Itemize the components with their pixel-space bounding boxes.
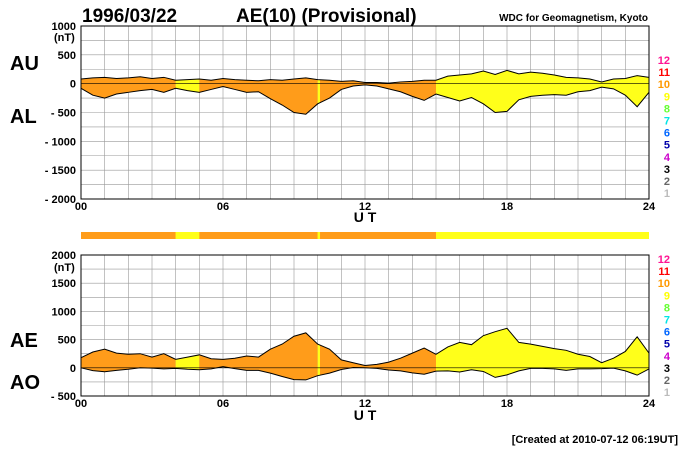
- station-count-label: 6: [664, 327, 670, 339]
- x-tick-label: 18: [501, 398, 513, 410]
- created-timestamp: [Created at 2010-07-12 06:19UT]: [512, 434, 679, 446]
- area-fill-segment: [436, 328, 649, 378]
- ae-ao-xlabel: U T: [354, 407, 377, 423]
- y-tick-label: - 500: [51, 391, 76, 403]
- status-bar-segment: [199, 232, 318, 239]
- x-tick-label: 12: [359, 201, 371, 213]
- plot-frame: [80, 254, 650, 397]
- x-tick-label: 12: [359, 398, 371, 410]
- area-fill-segment: [81, 76, 176, 99]
- station-count-label: 9: [664, 91, 670, 103]
- y-tick-label: - 2000: [45, 194, 76, 206]
- index-title: AE(10) (Provisional): [236, 6, 417, 27]
- y-tick-label: - 1000: [45, 136, 76, 148]
- station-count-label: 1: [664, 188, 670, 200]
- plot-frame: [80, 25, 650, 200]
- au-al-unit: (nT): [54, 32, 75, 44]
- station-count-label: 8: [664, 103, 670, 115]
- station-count-label: 11: [658, 67, 670, 79]
- station-count-label: 11: [658, 266, 670, 278]
- series-line-al: [80, 84, 650, 115]
- area-fill-segment: [199, 77, 318, 115]
- area-fill-segment: [317, 79, 321, 104]
- status-bar-segment: [320, 232, 436, 239]
- y-tick-label: - 500: [51, 108, 76, 120]
- y-tick-label: 2000: [52, 250, 76, 262]
- station-count-label: 12: [658, 55, 670, 67]
- y-tick-label: 500: [58, 50, 76, 62]
- station-count-label: 2: [664, 375, 670, 387]
- y-tick-label: 1500: [52, 278, 76, 290]
- station-count-label: 1: [664, 387, 670, 399]
- y-tick-label: 1000: [52, 21, 76, 33]
- station-count-label: 2: [664, 176, 670, 188]
- y-tick-label: - 1500: [45, 165, 76, 177]
- station-count-label: 7: [664, 315, 670, 327]
- status-bar-segment: [436, 232, 649, 239]
- station-status-bar: [81, 232, 649, 239]
- status-bar-segment: [317, 232, 321, 239]
- x-tick-label: 00: [75, 201, 87, 213]
- series-line-ae: [80, 327, 650, 367]
- x-tick-label: 06: [217, 201, 229, 213]
- station-count-label: 9: [664, 290, 670, 302]
- au-al-xlabel: U T: [354, 209, 377, 225]
- y-tick-label: 500: [58, 335, 76, 347]
- x-tick-label: 24: [643, 201, 656, 213]
- area-fill-segment: [81, 349, 176, 372]
- y-tick-label: 0: [70, 79, 76, 91]
- station-count-label: 4: [664, 351, 671, 363]
- x-tick-label: 18: [501, 201, 513, 213]
- y-tick-label: 0: [70, 363, 76, 375]
- status-bar-segment: [81, 232, 176, 239]
- x-tick-label: 00: [75, 398, 87, 410]
- station-count-label: 4: [664, 152, 671, 164]
- au-label: AU: [10, 53, 39, 75]
- station-count-label: 5: [664, 140, 670, 152]
- station-count-label: 10: [658, 79, 670, 91]
- series-line-au: [80, 69, 650, 84]
- area-fill-segment: [199, 332, 318, 380]
- status-bar-segment: [175, 232, 200, 239]
- x-tick-label: 06: [217, 398, 229, 410]
- x-tick-label: 24: [643, 398, 656, 410]
- ae-ao-unit: (nT): [54, 262, 75, 274]
- station-count-label: 12: [658, 254, 670, 266]
- station-count-label: 7: [664, 116, 670, 128]
- station-count-label: 8: [664, 302, 670, 314]
- y-tick-label: 1000: [52, 306, 76, 318]
- station-count-label: 6: [664, 128, 670, 140]
- source-label: WDC for Geomagnetism, Kyoto: [499, 13, 648, 24]
- station-count-label: 3: [664, 164, 670, 176]
- area-fill-segment: [320, 79, 436, 103]
- ae-label: AE: [10, 330, 38, 352]
- al-label: AL: [10, 106, 37, 128]
- station-count-label: 3: [664, 363, 670, 375]
- station-count-label: 5: [664, 339, 670, 351]
- ao-label: AO: [10, 372, 40, 394]
- station-count-label: 10: [658, 278, 670, 290]
- date-title: 1996/03/22: [82, 6, 177, 27]
